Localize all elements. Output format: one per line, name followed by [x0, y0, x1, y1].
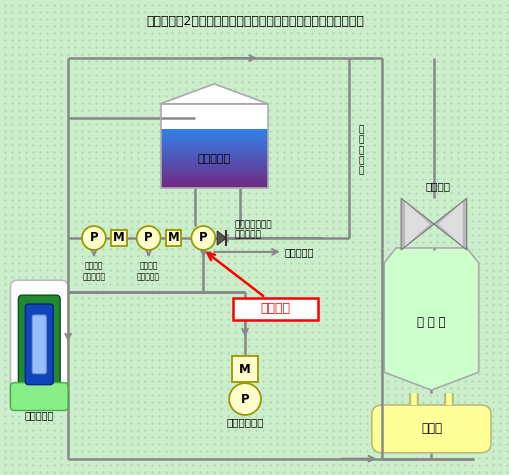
Text: 当該箇所: 当該箇所	[260, 302, 290, 315]
Text: 復 水 器: 復 水 器	[416, 316, 445, 329]
Text: 電動補助
給水ポンプ: 電動補助 給水ポンプ	[82, 262, 105, 281]
Text: P: P	[144, 231, 153, 245]
Bar	[160, 129, 267, 131]
Polygon shape	[404, 202, 429, 246]
Text: 復水タンク: 復水タンク	[197, 154, 231, 164]
Bar	[160, 145, 267, 147]
Bar	[160, 179, 267, 180]
Text: P: P	[90, 231, 98, 245]
Bar	[160, 172, 267, 174]
Bar	[160, 167, 267, 169]
FancyBboxPatch shape	[18, 295, 60, 394]
Bar	[160, 180, 267, 182]
Text: 大気へ放出: 大気へ放出	[284, 247, 314, 257]
Bar	[232, 356, 258, 382]
Circle shape	[191, 226, 215, 250]
Polygon shape	[160, 84, 267, 104]
Text: 駆
動
用
蒸
気: 駆 動 用 蒸 気	[358, 125, 363, 176]
Circle shape	[229, 383, 261, 415]
Bar	[160, 162, 267, 165]
Polygon shape	[160, 104, 267, 188]
Polygon shape	[217, 231, 225, 245]
Text: 伊方発電所2号機　タービン動補助給水ポンプまわり概略系統図: 伊方発電所2号機 タービン動補助給水ポンプまわり概略系統図	[146, 15, 363, 28]
Text: タービン動補助
給水ポンプ: タービン動補助 給水ポンプ	[234, 220, 271, 240]
Polygon shape	[437, 202, 462, 246]
Bar	[160, 159, 267, 161]
Polygon shape	[383, 248, 478, 390]
Text: 蒸気発生器: 蒸気発生器	[24, 410, 54, 420]
Circle shape	[136, 226, 160, 250]
Text: 脱気器: 脱気器	[420, 422, 441, 436]
Bar	[160, 165, 267, 167]
Text: M: M	[239, 363, 250, 376]
Bar	[110, 230, 127, 246]
FancyBboxPatch shape	[32, 315, 46, 374]
Bar	[160, 184, 267, 186]
Text: P: P	[240, 392, 249, 406]
Bar	[160, 141, 267, 143]
Text: P: P	[199, 231, 207, 245]
FancyBboxPatch shape	[371, 405, 490, 453]
Bar	[160, 143, 267, 145]
Bar	[160, 149, 267, 151]
Text: 主給水ポンプ: 主給水ポンプ	[226, 417, 263, 427]
FancyBboxPatch shape	[10, 280, 68, 408]
Text: M: M	[167, 231, 179, 245]
Bar	[160, 137, 267, 139]
Bar	[160, 153, 267, 155]
Polygon shape	[401, 198, 433, 250]
FancyBboxPatch shape	[10, 383, 68, 410]
Bar	[160, 161, 267, 162]
Bar	[160, 169, 267, 171]
Text: M: M	[112, 231, 124, 245]
Bar	[160, 174, 267, 176]
Polygon shape	[433, 198, 466, 250]
Bar	[160, 171, 267, 172]
Bar	[160, 135, 267, 137]
Bar	[165, 230, 181, 246]
Bar	[160, 157, 267, 159]
Circle shape	[82, 226, 106, 250]
Bar	[160, 176, 267, 179]
Bar	[160, 155, 267, 157]
FancyBboxPatch shape	[25, 304, 53, 385]
Bar	[160, 139, 267, 141]
Bar	[233, 298, 317, 320]
Bar	[160, 133, 267, 135]
Bar	[160, 151, 267, 153]
Bar	[160, 147, 267, 149]
Bar	[160, 131, 267, 133]
Bar	[160, 186, 267, 188]
Bar	[160, 182, 267, 184]
Text: 電動補助
給水ポンプ: 電動補助 給水ポンプ	[137, 262, 160, 281]
Bar	[160, 104, 267, 188]
Text: タービン: タービン	[425, 181, 449, 191]
